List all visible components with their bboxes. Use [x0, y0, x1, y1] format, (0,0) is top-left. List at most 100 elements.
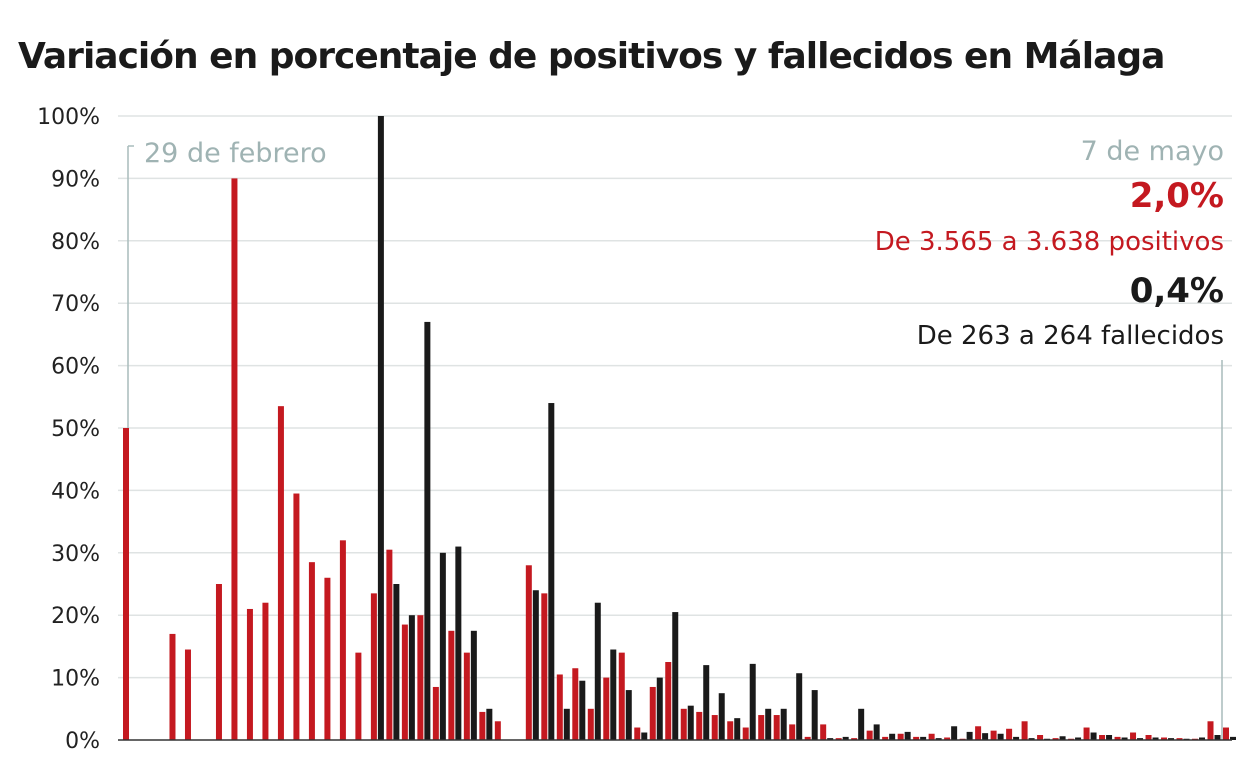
y-tick-label: 40%: [51, 479, 100, 504]
bar-positivos: [339, 540, 346, 740]
bar-fallecidos: [1121, 737, 1128, 740]
bar-positivos: [1006, 728, 1013, 740]
bar-positivos: [758, 715, 765, 740]
y-tick-label: 80%: [51, 230, 100, 255]
bar-positivos: [820, 724, 827, 740]
bar-positivos: [401, 624, 408, 740]
bar-positivos: [432, 686, 439, 740]
bar-positivos: [944, 737, 951, 740]
bar-positivos: [649, 686, 656, 740]
end-date-label: 7 de mayo: [1081, 136, 1224, 167]
y-tick-label: 10%: [51, 667, 100, 692]
bar-positivos: [711, 715, 718, 740]
bar-fallecidos: [873, 724, 880, 740]
bar-fallecidos: [486, 708, 493, 740]
bar-fallecidos: [966, 731, 973, 740]
bar-positivos: [1176, 738, 1183, 740]
bar-positivos: [1021, 721, 1028, 740]
bar-positivos: [634, 727, 641, 740]
bar-positivos: [1114, 736, 1121, 740]
bar-positivos: [975, 726, 982, 740]
bar-positivos: [494, 721, 501, 740]
bar-positivos: [1037, 735, 1044, 740]
bar-positivos: [215, 584, 222, 740]
bar-fallecidos: [734, 718, 741, 740]
bar-positivos: [525, 565, 532, 740]
pct-fallecidos: 0,4%: [1130, 271, 1224, 311]
bar-positivos: [696, 711, 703, 740]
bar-positivos: [587, 708, 594, 740]
bar-fallecidos: [563, 708, 570, 740]
bar-positivos: [866, 730, 873, 740]
bar-fallecidos: [780, 708, 787, 740]
bar-fallecidos: [594, 602, 601, 740]
bar-positivos: [479, 711, 486, 740]
bars: [123, 116, 1236, 740]
bar-positivos: [603, 677, 610, 740]
bar-fallecidos: [641, 732, 648, 740]
bar-positivos: [882, 736, 889, 740]
bar-fallecidos: [1214, 735, 1221, 740]
bar-fallecidos: [951, 726, 958, 740]
bar-fallecidos: [439, 552, 446, 740]
bar-positivos: [1099, 735, 1106, 740]
bar-positivos: [184, 649, 191, 740]
bar-positivos: [665, 662, 672, 740]
bar-positivos: [1207, 721, 1214, 740]
bar-fallecidos: [827, 738, 834, 740]
bar-fallecidos: [455, 546, 462, 740]
bar-fallecidos: [858, 708, 865, 740]
bar-positivos: [835, 738, 842, 740]
start-date-label: 29 de febrero: [144, 138, 327, 169]
y-tick-label: 50%: [51, 417, 100, 442]
bar-positivos: [308, 562, 315, 740]
bar-fallecidos: [765, 708, 772, 740]
bar-fallecidos: [1028, 738, 1035, 740]
bar-positivos: [277, 406, 284, 740]
bar-fallecidos: [920, 736, 927, 740]
bar-fallecidos: [1059, 736, 1066, 740]
bar-positivos: [293, 493, 300, 740]
bar-fallecidos: [718, 693, 725, 740]
bar-positivos: [169, 633, 176, 740]
bar-fallecidos: [997, 733, 1004, 740]
bar-fallecidos: [532, 590, 539, 740]
bar-fallecidos: [1090, 732, 1097, 740]
y-tick-label: 60%: [51, 355, 100, 380]
y-tick-label: 20%: [51, 604, 100, 629]
bar-positivos: [990, 730, 997, 740]
bar-fallecidos: [1137, 738, 1144, 740]
y-tick-label: 0%: [65, 729, 100, 754]
bar-positivos: [1145, 735, 1152, 740]
chart-title: Variación en porcentaje de positivos y f…: [18, 36, 1165, 77]
bar-fallecidos: [1152, 737, 1159, 740]
pct-positivos: 2,0%: [1130, 176, 1224, 216]
bar-fallecidos: [842, 736, 849, 740]
text-positivos: De 3.565 a 3.638 positivos: [875, 227, 1224, 257]
y-tick-label: 70%: [51, 292, 100, 317]
bar-fallecidos: [982, 733, 989, 740]
bar-positivos: [804, 736, 811, 740]
bar-fallecidos: [749, 663, 756, 740]
text-fallecidos: De 263 a 264 fallecidos: [917, 321, 1224, 351]
bar-positivos: [680, 708, 687, 740]
bar-positivos: [556, 674, 563, 740]
bar-fallecidos: [1013, 736, 1020, 740]
bar-fallecidos: [1106, 735, 1113, 740]
bar-fallecidos: [1168, 738, 1175, 740]
bar-positivos: [1161, 737, 1168, 740]
bar-positivos: [1083, 727, 1090, 740]
bar-positivos: [928, 733, 935, 740]
bar-fallecidos: [1199, 737, 1206, 740]
bar-positivos: [618, 652, 625, 740]
bar-positivos: [913, 736, 920, 740]
bar-fallecidos: [935, 738, 942, 740]
bar-fallecidos: [656, 677, 663, 740]
bar-positivos: [1052, 738, 1059, 740]
bar-fallecidos: [796, 673, 803, 740]
bar-positivos: [897, 733, 904, 740]
bar-positivos: [246, 608, 253, 740]
bar-positivos: [572, 668, 579, 740]
gridlines: [118, 115, 1232, 679]
